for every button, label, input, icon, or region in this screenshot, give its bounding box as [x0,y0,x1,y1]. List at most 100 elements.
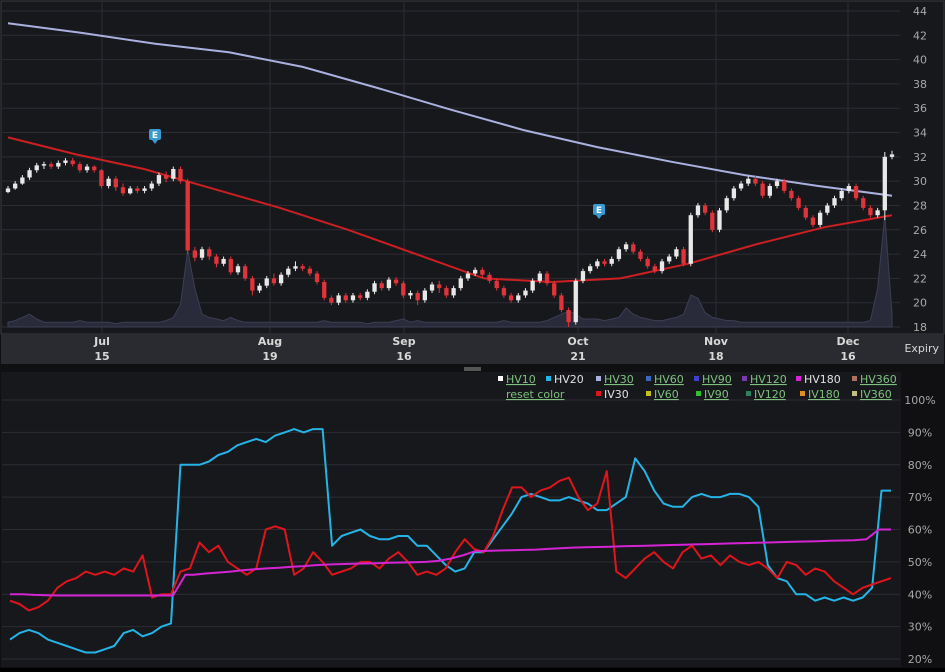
candle-body [307,268,313,274]
earnings-marker[interactable]: E [149,129,161,144]
legend-item-hv20[interactable]: HV20 [546,373,584,386]
legend-swatch [796,376,801,381]
candle-body [401,283,406,296]
panel-splitter-handle[interactable] [464,367,481,371]
legend-label: HV20 [554,373,584,386]
candle-body [674,249,679,257]
candle-body [717,210,722,230]
candle-body [544,273,550,284]
candle-body [810,217,816,225]
price-tick-label: 34 [913,127,927,140]
candle-body [508,295,514,301]
candle-body [587,266,593,272]
price-tick-label: 28 [913,199,927,212]
volatility-axis: 100% 90% 80% 70% 60% 50% 40% 30% 20% [904,394,935,666]
legend-item-iv30[interactable]: IV30 [596,388,629,401]
legend-label: HV30 [604,373,634,386]
candle-body [623,244,629,250]
candle-body [63,160,68,163]
candle-body [595,261,600,267]
candle-body [70,160,75,165]
candle-body [580,271,586,281]
legend-item-hv30[interactable]: HV30 [596,373,634,386]
candle-body [645,258,650,267]
volatility-tick-label: 40% [908,588,932,601]
candle-body [336,295,341,303]
volatility-tick-label: 100% [904,394,935,407]
candle-body [243,266,248,279]
candle-body [113,178,118,188]
legend-swatch [800,391,805,396]
candle-body [365,291,370,298]
candle-body [724,198,729,211]
legend-item-hv90[interactable]: HV90 [694,373,732,386]
volatility-series [9,428,892,654]
candle-body [207,249,212,257]
candle-body [178,169,183,182]
candle-body [631,244,636,252]
legend-swatch [852,391,857,396]
legend-item-hv180[interactable]: HV180 [796,373,841,386]
legend-swatch [694,376,699,381]
legend-label: IV30 [604,388,629,401]
candle-body [868,207,873,216]
candle-body [796,198,801,208]
candle-body [429,284,435,291]
legend-item-iv120[interactable]: IV120 [746,388,786,401]
legend-item-hv120[interactable]: HV120 [742,373,787,386]
date-axis-day: 19 [262,350,277,363]
candle-body [84,166,90,171]
candle-body [92,166,97,171]
candle-body [487,274,492,281]
candle-body [523,290,528,296]
candle-body [156,175,162,184]
candle-body [386,279,392,289]
legend-item-iv180[interactable]: IV180 [800,388,840,401]
candle-body [652,266,657,272]
legend-item-reset-color[interactable]: reset color [506,388,565,401]
candle-body [20,177,25,184]
candle-body [882,156,887,211]
date-axis-month: Dec [836,335,859,348]
legend-item-hv360[interactable]: HV360 [852,373,897,386]
legend-item-hv60[interactable]: HV60 [646,373,684,386]
legend-swatch [646,391,651,396]
candle-body [746,178,751,184]
candle-body [458,278,463,289]
date-axis-day: 18 [708,350,723,363]
candle-body [494,280,499,289]
candle-body [760,183,765,196]
legend-label: HV10 [506,373,536,386]
candle-body [350,295,356,301]
price-tick-label: 30 [913,175,927,188]
date-axis: Jul 15 Aug 19 Sep 16 Oct 21 Nov 18 Dec 16 [93,335,859,363]
legend-item-iv360[interactable]: IV360 [852,388,892,401]
candle-body [702,205,708,213]
date-axis-band [1,334,944,364]
candle-body [120,187,126,194]
price-tick-label: 40 [913,54,927,67]
candle-body [171,169,176,179]
volatility-tick-label: 70% [908,491,932,504]
legend-label: IV120 [754,388,786,401]
legend-swatch [596,376,601,381]
candle-body [235,266,241,273]
earnings-marker[interactable]: E [593,204,605,219]
volatility-tick-label: 50% [908,556,932,569]
expiry-label[interactable]: Expiry [904,342,939,355]
date-axis-day: 16 [840,350,856,363]
legend-item-iv60[interactable]: IV60 [646,388,679,401]
date-axis-month: Sep [392,335,415,348]
legend-label: reset color [506,388,565,401]
candle-body [214,256,219,264]
candle-body [817,212,823,225]
date-axis-month: Nov [704,335,729,348]
candle-body [163,175,169,179]
legend-item-iv90[interactable]: IV90 [696,388,729,401]
candle-body [149,183,154,189]
legend-item-hv10[interactable]: HV10 [498,373,536,386]
long-moving-average-line [7,22,893,197]
candle-body [753,178,758,184]
candlestick-series [5,150,895,327]
